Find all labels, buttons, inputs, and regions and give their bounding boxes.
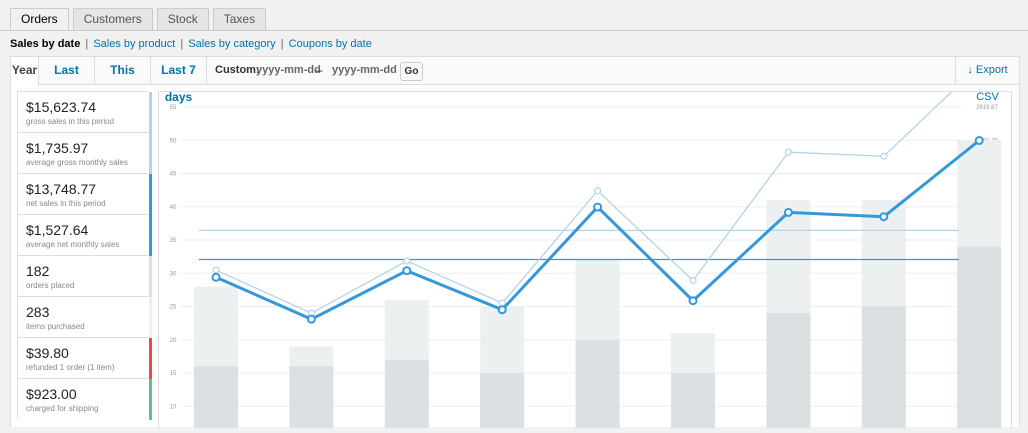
orders-placed-bar [575,339,620,428]
legend-item-items-purchased[interactable]: 283 items purchased [17,296,152,338]
subnav-coupons-by-date[interactable]: Coupons by date [288,38,372,50]
gross-sales-point [784,148,793,156]
left-axis-tick-label: 10 [170,404,177,410]
date-range-bar: Year Last month This month Last 7 days C… [11,57,1019,104]
subnav-separator: | [180,38,184,50]
left-axis-tick-label: 25 [170,305,177,311]
net-sales-point [306,314,316,324]
range-tab-this-month[interactable]: This month [95,57,151,104]
legend-label: average net monthly sales [26,240,120,249]
report-panel: Year Last month This month Last 7 days C… [10,56,1020,428]
net-sales-point [593,202,603,212]
legend-amount: $923.00 [26,386,77,402]
report-tabs: Orders Customers Stock Taxes [10,8,270,31]
legend-item-gross-sales[interactable]: $15,623.74 gross sales in this period [17,91,152,133]
left-axis-tick-label: 30 [170,271,177,277]
left-axis-tick-label: 50 [170,138,177,144]
net-sales-point [974,135,984,145]
net-sales-point [783,207,793,217]
orders-placed-bar [861,306,906,428]
orders-placed-bar [671,373,715,428]
export-csv-label: Export CSV [975,64,1008,103]
range-tab-last-7-days[interactable]: Last 7 days [151,57,207,104]
subnav-separator: | [85,38,89,50]
legend-amount: 182 [26,263,50,279]
legend-label: items purchased [26,322,85,331]
legend-label: gross sales in this period [26,117,115,126]
left-axis-tick-label: 15 [170,371,177,377]
legend-color-bar [149,338,152,379]
legend-color-bar [149,379,152,420]
net-sales-point [402,266,412,276]
subnav-sales-by-category[interactable]: Sales by category [188,38,276,50]
legend-label: refunded 1 order (1 item) [26,363,115,372]
net-sales-point [497,305,507,315]
legend-color-bar [149,92,152,133]
net-sales-point [211,272,221,282]
legend-item-shipping[interactable]: $923.00 charged for shipping [17,378,152,420]
legend-item-refunded[interactable]: $39.80 refunded 1 order (1 item) [17,337,152,379]
orders-placed-bar [480,373,525,428]
legend-color-bar [149,215,152,256]
right-axis-tick-label: 2619.87 [976,105,998,111]
orders-placed-bar [194,366,238,428]
legend-amount: $39.80 [26,345,69,361]
gross-sales-point [594,187,602,195]
legend-color-bar [149,133,152,174]
legend-item-net-sales[interactable]: $13,748.77 net sales in this period [17,173,152,215]
range-tab-last-month[interactable]: Last month [39,57,95,104]
go-button[interactable]: Go [400,62,423,81]
orders-placed-bar [384,359,429,428]
left-axis-tick-label: 55 [170,105,177,111]
legend-item-average-gross[interactable]: $1,735.97 average gross monthly sales [17,132,152,174]
end-date-input[interactable]: yyyy-mm-dd [332,64,397,76]
gross-sales-point [403,257,411,265]
legend-color-bar [149,174,152,215]
sales-chart-svg: 10476.3415714.5120952.68251190.85301429.… [170,61,1002,428]
legend-label: charged for shipping [26,404,99,413]
orders-placed-bar [957,246,1002,428]
legend-label: average gross monthly sales [26,158,128,167]
left-axis-tick-label: 35 [170,238,177,244]
legend-label: net sales in this period [26,199,106,208]
legend-amount: $1,527.64 [26,222,89,238]
report-subnav: Sales by date | Sales by product | Sales… [10,38,372,50]
subnav-separator: | [280,38,284,50]
tab-taxes[interactable]: Taxes [212,8,267,31]
left-axis-tick-label: 20 [170,338,177,344]
subnav-sales-by-product[interactable]: Sales by product [93,38,176,50]
orders-placed-bar [289,366,334,428]
legend-amount: 283 [26,304,50,320]
legend-label: orders placed [26,281,75,290]
gross-sales-point [212,266,220,274]
legend-amount: $13,748.77 [26,181,97,197]
legend-color-bar [149,256,152,297]
download-arrow-icon: ↓ [967,64,973,76]
tab-stock[interactable]: Stock [156,8,209,31]
left-axis-tick-label: 40 [170,205,177,211]
report-tabs-bar: Orders Customers Stock Taxes [0,0,1028,31]
tab-orders[interactable]: Orders [10,8,69,31]
net-sales-point [688,296,698,306]
legend-amount: $1,735.97 [26,140,89,156]
sales-chart: 10476.3415714.5120952.68251190.85301429.… [158,61,1012,428]
legend-item-orders-placed[interactable]: 182 orders placed [17,255,152,297]
orders-placed-bar [766,313,811,428]
range-tab-year[interactable]: Year [11,57,39,86]
legend-color-bar [149,297,152,338]
tabs-divider [0,30,1028,31]
tab-customers[interactable]: Customers [72,8,153,31]
subnav-current: Sales by date [10,38,81,50]
legend-amount: $15,623.74 [26,99,97,115]
net-sales-point [879,212,889,222]
start-date-input[interactable]: yyyy-mm-dd [256,64,321,76]
legend-item-average-net[interactable]: $1,527.64 average net monthly sales [17,214,152,256]
range-separator: – [316,63,323,77]
chart-legend: $15,623.74 gross sales in this period $1… [17,91,152,420]
export-csv-button[interactable]: ↓ Export CSV [955,57,1019,103]
custom-range-label: Custom: [215,64,260,76]
left-axis-tick-label: 45 [170,172,177,178]
gross-sales-point [689,276,697,285]
gross-sales-point [880,152,888,160]
